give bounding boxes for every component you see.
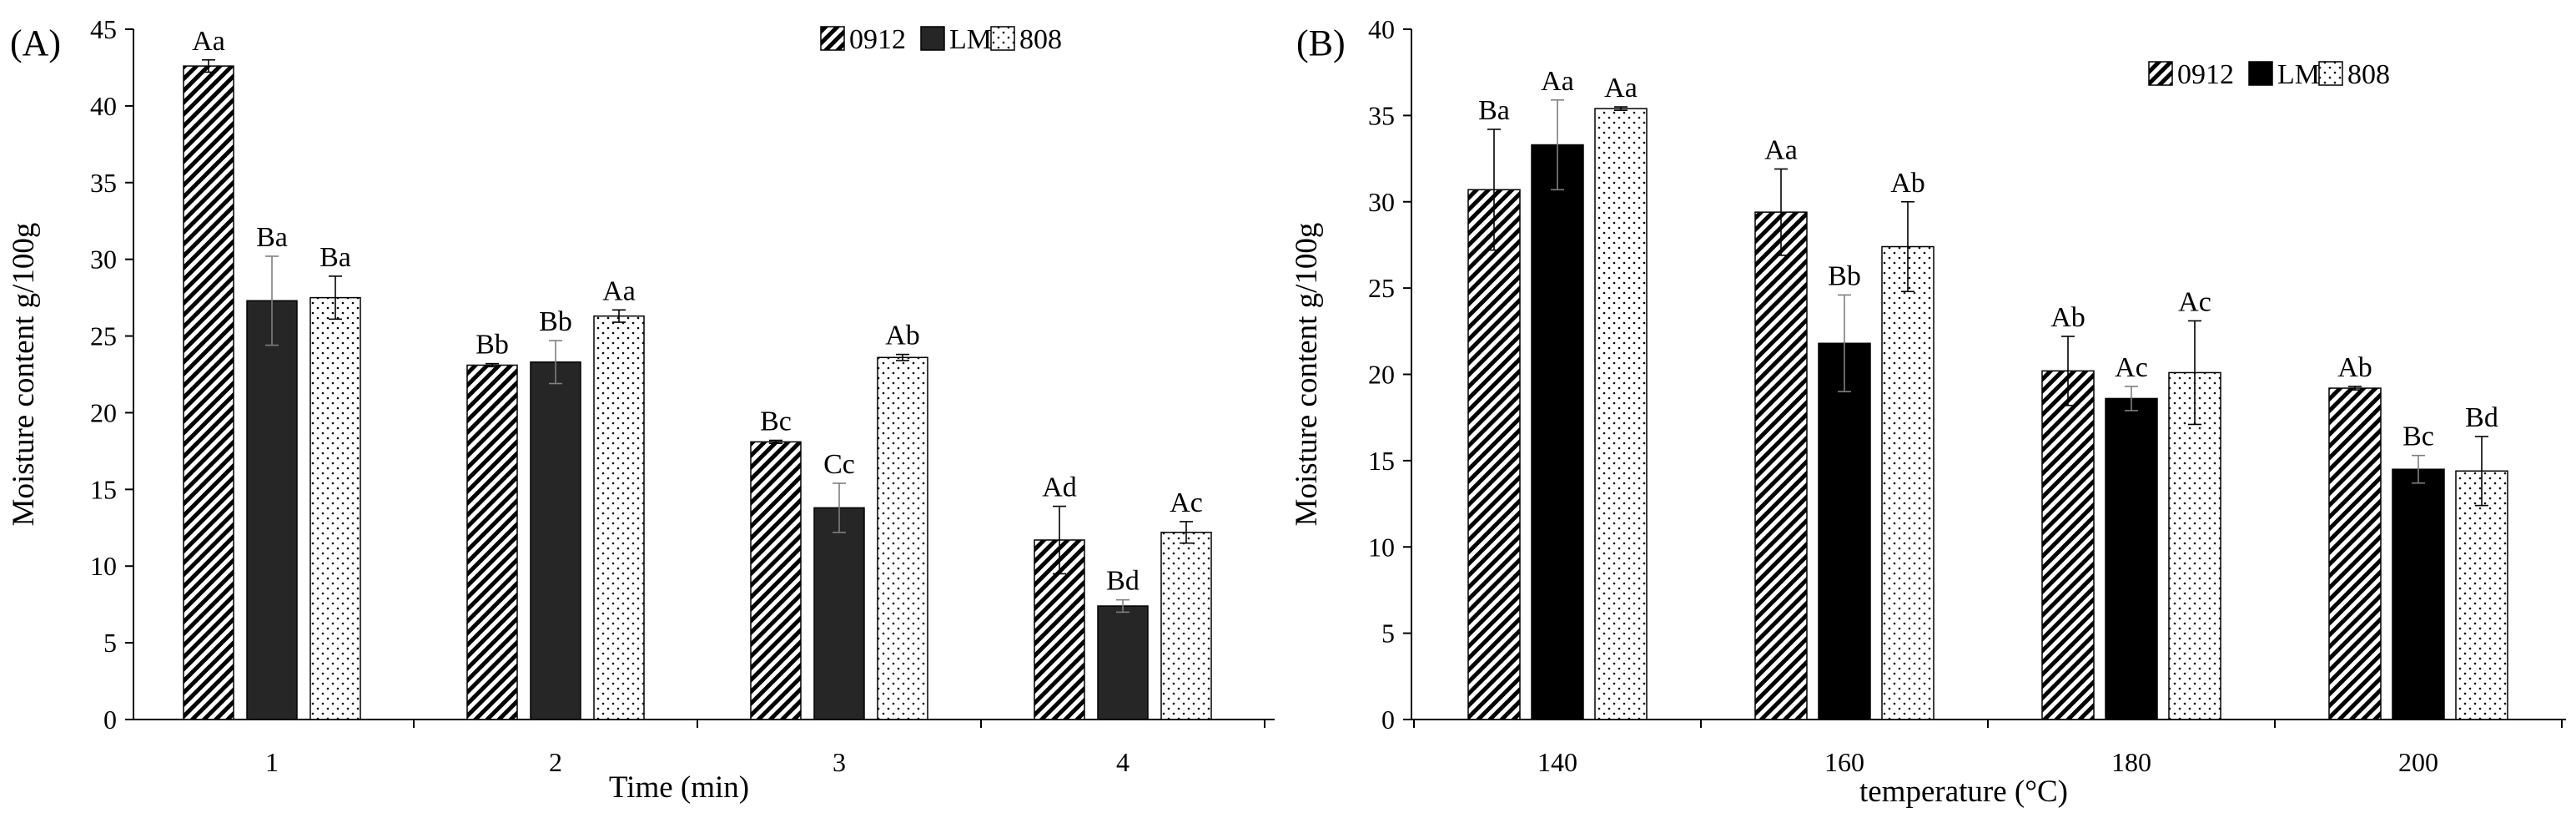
- y-tick-label: 0: [103, 704, 117, 735]
- y-axis-title: Moisture content g/100g: [7, 223, 41, 527]
- x-tick-label: 200: [2398, 747, 2438, 777]
- panel-label: (A): [10, 23, 61, 63]
- significance-label: Bc: [2402, 422, 2434, 452]
- significance-label: Ac: [2115, 352, 2148, 383]
- legend-swatch-0912: [820, 26, 845, 51]
- x-axis-title: Time (min): [609, 770, 749, 805]
- x-tick-label: 4: [1116, 747, 1130, 777]
- significance-label: Ac: [2178, 286, 2211, 317]
- y-tick-label: 35: [90, 168, 117, 198]
- bar-lm-1: [246, 300, 298, 720]
- bar-0912-3: [750, 441, 802, 720]
- legend-swatch-808: [990, 26, 1015, 51]
- legend-label-808: 808: [2347, 59, 2390, 90]
- significance-label: Ba: [1478, 95, 1510, 126]
- legend-swatch-lm: [2248, 61, 2273, 86]
- bar-808-160: [1881, 245, 1935, 720]
- significance-label: Aa: [1541, 66, 1574, 97]
- bar-lm-3: [813, 507, 865, 720]
- significance-label: Ab: [2050, 302, 2085, 333]
- y-tick-label: 40: [1368, 14, 1395, 44]
- bar-0912-200: [2328, 387, 2382, 720]
- bar-lm-140: [1531, 144, 1584, 720]
- significance-label: Bb: [475, 330, 509, 361]
- significance-label: Cc: [823, 449, 855, 480]
- x-tick-label: 180: [2111, 747, 2151, 777]
- y-tick-label: 0: [1381, 704, 1395, 735]
- significance-label: Bb: [1828, 260, 1861, 291]
- significance-label: Aa: [192, 26, 225, 57]
- bar-808-200: [2455, 470, 2508, 720]
- bar-lm-2: [530, 361, 581, 720]
- x-axis-title: temperature (°C): [1859, 775, 2068, 809]
- x-tick-label: 1: [265, 747, 279, 777]
- legend-label-0912: 0912: [849, 24, 906, 55]
- significance-label: Bd: [2465, 402, 2498, 433]
- y-tick-label: 10: [1368, 532, 1395, 562]
- significance-label: Ac: [1170, 487, 1203, 518]
- significance-label: Ab: [1890, 168, 1925, 199]
- x-tick-label: 140: [1537, 747, 1577, 777]
- bar-0912-180: [2041, 370, 2095, 720]
- bar-0912-140: [1467, 189, 1521, 720]
- chart-panel-b: 0 5 10 15 20 25 30 35 40 Ba Aa Aa 140 Aa Bb Ab 160 Ab Ac Ac…: [1290, 14, 2566, 809]
- bar-lm-200: [2392, 468, 2445, 720]
- bar-lm-160: [1818, 342, 1871, 720]
- significance-label: Bb: [539, 306, 572, 337]
- x-tick-label: 3: [833, 747, 846, 777]
- significance-label: Bc: [760, 406, 792, 437]
- bar-808-180: [2168, 371, 2221, 720]
- bar-808-4: [1160, 532, 1212, 720]
- bar-0912-160: [1754, 211, 1808, 720]
- bar-0912-1: [183, 65, 234, 720]
- significance-label: Bd: [1106, 566, 1140, 597]
- significance-label: Aa: [1604, 73, 1638, 104]
- bar-0912-2: [466, 364, 518, 720]
- legend-swatch-lm: [920, 26, 945, 51]
- legend-swatch-0912: [2148, 61, 2173, 86]
- y-tick-label: 25: [90, 321, 117, 351]
- y-tick-label: 10: [90, 551, 117, 581]
- legend-label-808: 808: [1019, 24, 1062, 55]
- y-tick-label: 15: [90, 474, 117, 504]
- y-tick-label: 20: [90, 397, 117, 427]
- significance-label: Aa: [602, 275, 636, 306]
- significance-label: Aa: [1764, 134, 1798, 165]
- chart-panel-a: 0 5 10 15 20 25 30 35 40 45 Aa Ba Ba 1 Bb Bb Aa 2 Bc Cc Ab 3 A…: [7, 14, 1275, 805]
- y-tick-label: 40: [90, 91, 117, 121]
- legend-label-0912: 0912: [2177, 59, 2234, 90]
- y-tick-label: 5: [103, 628, 117, 658]
- y-axis-title: Moisture content g/100g: [1290, 223, 1324, 527]
- bar-lm-4: [1097, 605, 1149, 720]
- legend-swatch-808: [2318, 61, 2343, 86]
- y-tick-label: 5: [1381, 619, 1395, 649]
- significance-label: Ad: [1042, 472, 1077, 503]
- y-tick-label: 25: [1368, 273, 1395, 303]
- significance-label: Ab: [885, 321, 920, 351]
- significance-label: Ba: [256, 222, 288, 253]
- y-tick-label: 45: [90, 14, 117, 44]
- significance-label: Ba: [319, 242, 351, 273]
- significance-label: Ab: [2337, 352, 2372, 383]
- legend-label-lm: LM: [949, 24, 992, 55]
- x-tick-label: 160: [1824, 747, 1864, 777]
- bar-808-140: [1594, 108, 1648, 720]
- bar-lm-180: [2105, 397, 2158, 720]
- x-tick-label: 2: [549, 747, 562, 777]
- bar-808-1: [309, 296, 361, 720]
- bar-808-3: [877, 356, 928, 720]
- y-tick-label: 15: [1368, 446, 1395, 476]
- legend-label-lm: LM: [2277, 59, 2320, 90]
- y-tick-label: 30: [1368, 187, 1395, 217]
- y-tick-label: 35: [1368, 100, 1395, 130]
- bar-808-2: [593, 315, 645, 720]
- y-tick-label: 20: [1368, 360, 1395, 390]
- panel-label: (B): [1296, 23, 1346, 63]
- y-tick-label: 30: [90, 245, 117, 275]
